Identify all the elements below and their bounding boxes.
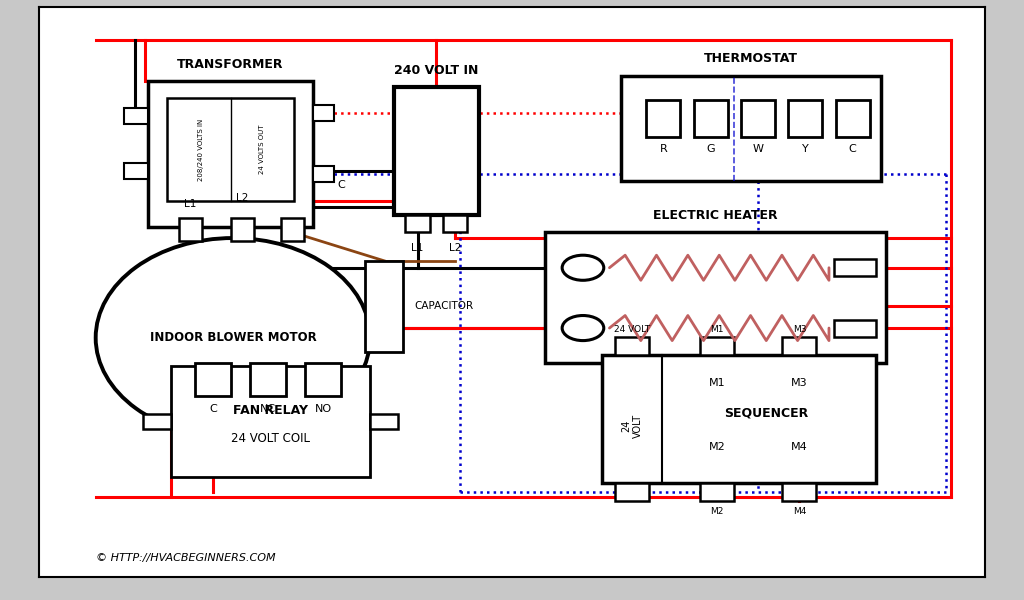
Bar [834,259,877,276]
Bar [693,100,728,137]
Bar [313,166,334,182]
Text: © HTTP://HVACBEGINNERS.COM: © HTTP://HVACBEGINNERS.COM [95,553,275,563]
Bar [782,337,816,355]
Text: NC: NC [260,404,276,414]
Bar [305,363,341,397]
Text: M1: M1 [711,325,724,334]
Bar [782,483,816,502]
Text: L1: L1 [412,242,424,253]
Text: 24 VOLT COIL: 24 VOLT COIL [231,432,310,445]
Text: 24
VOLT: 24 VOLT [622,413,643,437]
Text: 24 VOLTS OUT: 24 VOLTS OUT [259,125,265,175]
Text: M1: M1 [709,378,725,388]
Text: Y: Y [802,145,809,154]
Text: C: C [338,180,345,190]
Text: C: C [849,145,856,154]
Text: L1: L1 [184,199,197,209]
Text: TRANSFORMER: TRANSFORMER [177,58,284,71]
Text: L2: L2 [237,193,249,203]
Circle shape [562,316,604,341]
Bar [741,100,775,137]
Bar [700,337,734,355]
Bar [836,100,869,137]
Bar [231,218,254,241]
Text: FAN RELAY: FAN RELAY [233,404,308,417]
Text: M2: M2 [711,507,724,516]
Bar [615,483,649,502]
Bar [646,100,680,137]
Text: NO: NO [314,404,332,414]
Text: M4: M4 [793,507,806,516]
Bar [143,415,171,429]
Bar [621,76,881,181]
Bar [393,87,479,215]
Bar [167,98,294,201]
Bar [788,100,822,137]
Text: M2: M2 [709,442,726,452]
Bar [147,81,313,227]
Text: THERMOSTAT: THERMOSTAT [703,52,798,65]
Text: 208/240 VOLTS IN: 208/240 VOLTS IN [198,119,204,181]
Bar [250,363,286,397]
Bar [171,366,370,478]
Bar [615,337,649,355]
Bar [602,355,877,483]
Text: C: C [209,404,217,414]
Circle shape [562,255,604,280]
Bar [370,415,398,429]
Bar [442,215,467,232]
Bar [313,105,334,121]
Bar [834,320,877,337]
Text: W: W [753,145,764,154]
Ellipse shape [95,238,370,437]
Text: 240 VOLT IN: 240 VOLT IN [394,64,478,77]
Bar [124,108,147,124]
Text: L2: L2 [449,242,461,253]
Bar [406,215,430,232]
Bar [195,363,230,397]
Text: M3: M3 [793,325,806,334]
Bar [124,163,147,179]
Bar [700,483,734,502]
Text: M3: M3 [792,378,808,388]
Bar [545,232,886,364]
Bar [179,218,202,241]
Text: M4: M4 [792,442,808,452]
Bar [282,218,304,241]
Bar [366,261,403,352]
Text: INDOOR BLOWER MOTOR: INDOOR BLOWER MOTOR [150,331,316,344]
Text: ELECTRIC HEATER: ELECTRIC HEATER [653,209,778,222]
Text: CAPACITOR: CAPACITOR [415,301,474,311]
Text: G: G [707,145,715,154]
Text: 24 VOLT: 24 VOLT [614,325,650,334]
Text: SEQUENCER: SEQUENCER [724,406,809,419]
Text: R: R [659,145,668,154]
